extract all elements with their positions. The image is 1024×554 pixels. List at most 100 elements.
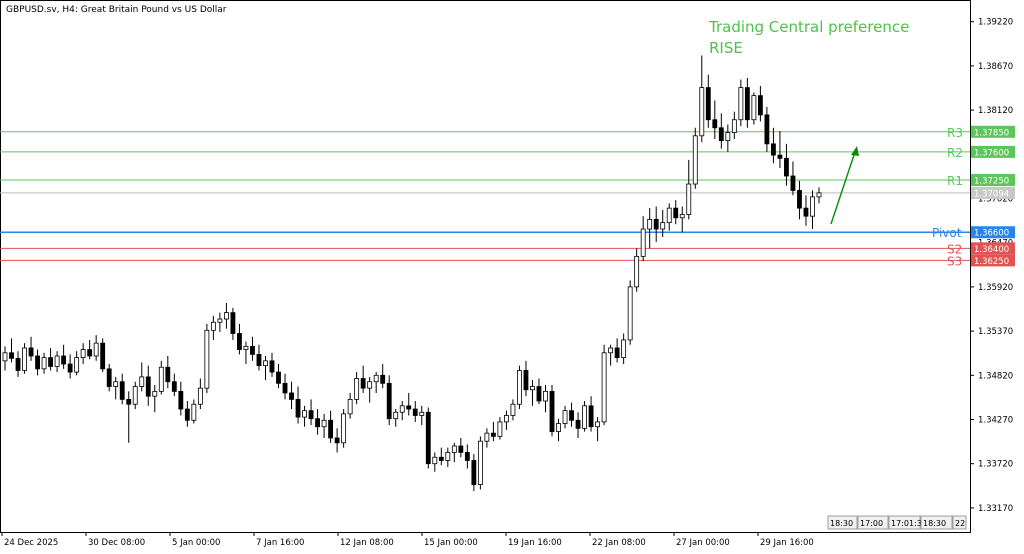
time-tick-label: 19 Jan 16:00 [508,538,562,548]
candle-body [419,411,425,416]
price-tag-label: 1.36400 [974,245,1009,255]
scroll-button-label: 22 [955,519,965,528]
candle-body [718,127,724,142]
candle-body [595,421,601,428]
candle-body [517,370,522,405]
candle-body [334,437,340,444]
annotation-line2: RISE [709,39,743,57]
candle-body [575,419,581,429]
level-name-pivot: Pivot [932,226,962,240]
candle-body [738,87,744,121]
candle-body [640,228,646,257]
candle-body [119,381,125,400]
candle-body [282,382,288,394]
scroll-buttons[interactable]: 18:30 17:00 17:01:3 18:30 22 [827,515,967,530]
candle-body [536,386,542,402]
candle-body [582,405,587,429]
candle-body [445,452,451,461]
candle-body [653,218,659,230]
candle-body [627,286,633,341]
time-tick-label: 22 Jan 08:00 [592,538,646,548]
candle-body [477,440,483,485]
trend-arrow-shaft [830,151,856,225]
price-tag-label: 1.37250 [974,177,1009,187]
price-tick-label: 1.35370 [978,327,1013,337]
candle-body [412,408,418,416]
candle-body [770,143,776,156]
candle-body [80,349,86,359]
candle-body [2,352,8,362]
candle-body [432,456,438,465]
candle-body [61,355,67,365]
candle-body [367,381,373,389]
candle-body [386,382,392,420]
candle-body [464,452,470,461]
candle-body [321,419,327,428]
candle-body [458,445,464,453]
candle-body [54,355,60,367]
chart-title: GBPUSD.sv, H4: Great Britain Pound vs US… [6,5,227,15]
candle-body [87,349,93,357]
candle-body [731,119,737,133]
candle-body [686,183,692,215]
candle-body [315,418,320,428]
candle-body [777,154,783,159]
price-tag-label: 1.37850 [974,128,1009,138]
candle-body [210,321,216,331]
candle-body [113,381,119,387]
candle-body [204,329,210,389]
annotation-line1: Trading Central preference [708,18,909,36]
price-tag-label: 1.37094 [974,189,1009,199]
candle-body [790,175,796,191]
candle-body [67,363,73,373]
time-axis: 24 Dec 2025 30 Dec 08:00 5 Jan 00:00 7 Jan … [1,532,814,548]
candle-body [276,371,281,384]
time-tick-label: 5 Jan 00:00 [172,538,220,548]
scroll-button[interactable] [888,515,921,530]
candle-body [530,386,535,391]
price-tag-bg [971,242,1015,255]
candle-body [451,445,457,453]
candle-body [48,357,54,367]
candle-body [263,360,268,367]
candle-body [699,87,705,137]
candle-body [243,345,249,350]
scroll-button[interactable] [827,515,858,530]
candle-body [569,410,574,421]
candle-body [647,218,653,230]
scroll-button[interactable] [857,515,889,530]
price-tick-label: 1.33170 [978,504,1013,514]
time-tick-label: 30 Dec 08:00 [88,538,145,548]
candle-body [145,376,151,397]
price-tag-bg [971,125,1015,138]
candle-body [132,386,138,405]
level-lines [0,131,970,261]
candle-body [523,370,529,391]
price-tick-label: 1.39220 [978,18,1013,28]
candle-body [373,374,379,383]
candle-body [341,413,347,444]
price-tag-label: 1.37600 [974,148,1009,158]
candle-body [360,378,366,389]
candle-body [660,222,666,230]
price-tick-label: 1.38670 [978,62,1013,72]
candle-body [126,399,132,405]
candle-body [302,410,307,418]
price-tag-bg [971,186,1015,199]
candle-body [393,411,399,420]
price-tag-bg [971,174,1015,187]
candle-body [9,352,14,359]
candle-body [425,411,431,465]
trend-arrow-head [851,146,859,156]
candle-body [22,347,27,371]
level-name-s3: S3 [947,254,962,268]
candle-body [751,95,757,121]
candle-body [725,132,731,142]
scroll-button[interactable] [952,515,967,530]
scroll-button[interactable] [920,515,953,530]
time-tick-label: 7 Jan 16:00 [256,538,304,548]
price-tag-bg [971,254,1015,267]
candle-body [152,390,158,397]
